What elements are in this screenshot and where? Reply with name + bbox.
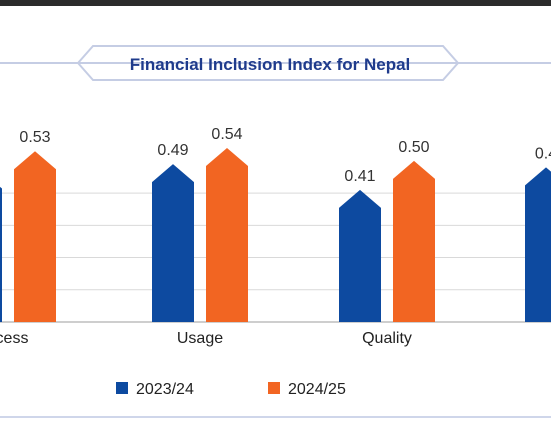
legend-swatch-2024	[268, 382, 280, 394]
bars	[0, 148, 551, 322]
category-labels: ccess Usage Quality	[0, 330, 412, 347]
bar-2023-quality	[339, 189, 381, 322]
window-top-bar	[0, 0, 551, 6]
legend: 2023/24 2024/25	[116, 381, 346, 398]
value-label: 0.41	[344, 168, 375, 185]
bar-2023-ccess	[0, 186, 2, 322]
bar-2023-usage	[152, 164, 194, 322]
legend-label-2023: 2023/24	[136, 381, 194, 398]
bar-2023-cat3	[525, 167, 551, 322]
value-label: 0.50	[398, 139, 429, 156]
grid-lines	[0, 192, 551, 323]
bar-2024-ccess	[14, 151, 56, 322]
title-frame-bottom	[75, 62, 461, 81]
value-label: 0.49	[157, 142, 188, 159]
bar-2024-usage	[206, 148, 248, 322]
value-label: 0.53	[19, 129, 50, 146]
bar-2024-quality	[393, 160, 435, 322]
category-label: Quality	[362, 330, 412, 347]
category-label: Usage	[177, 330, 223, 347]
legend-label-2024: 2024/25	[288, 381, 346, 398]
chart-title: Financial Inclusion Index for Nepal	[0, 45, 551, 81]
value-label: 0.54	[211, 126, 242, 143]
value-labels: 0.53 0.49 0.54 0.41 0.50 0.4	[19, 126, 551, 185]
category-label: ccess	[0, 330, 28, 347]
chart-title-text: Financial Inclusion Index for Nepal	[130, 55, 411, 74]
legend-swatch-2023	[116, 382, 128, 394]
value-label: 0.4	[535, 145, 551, 162]
